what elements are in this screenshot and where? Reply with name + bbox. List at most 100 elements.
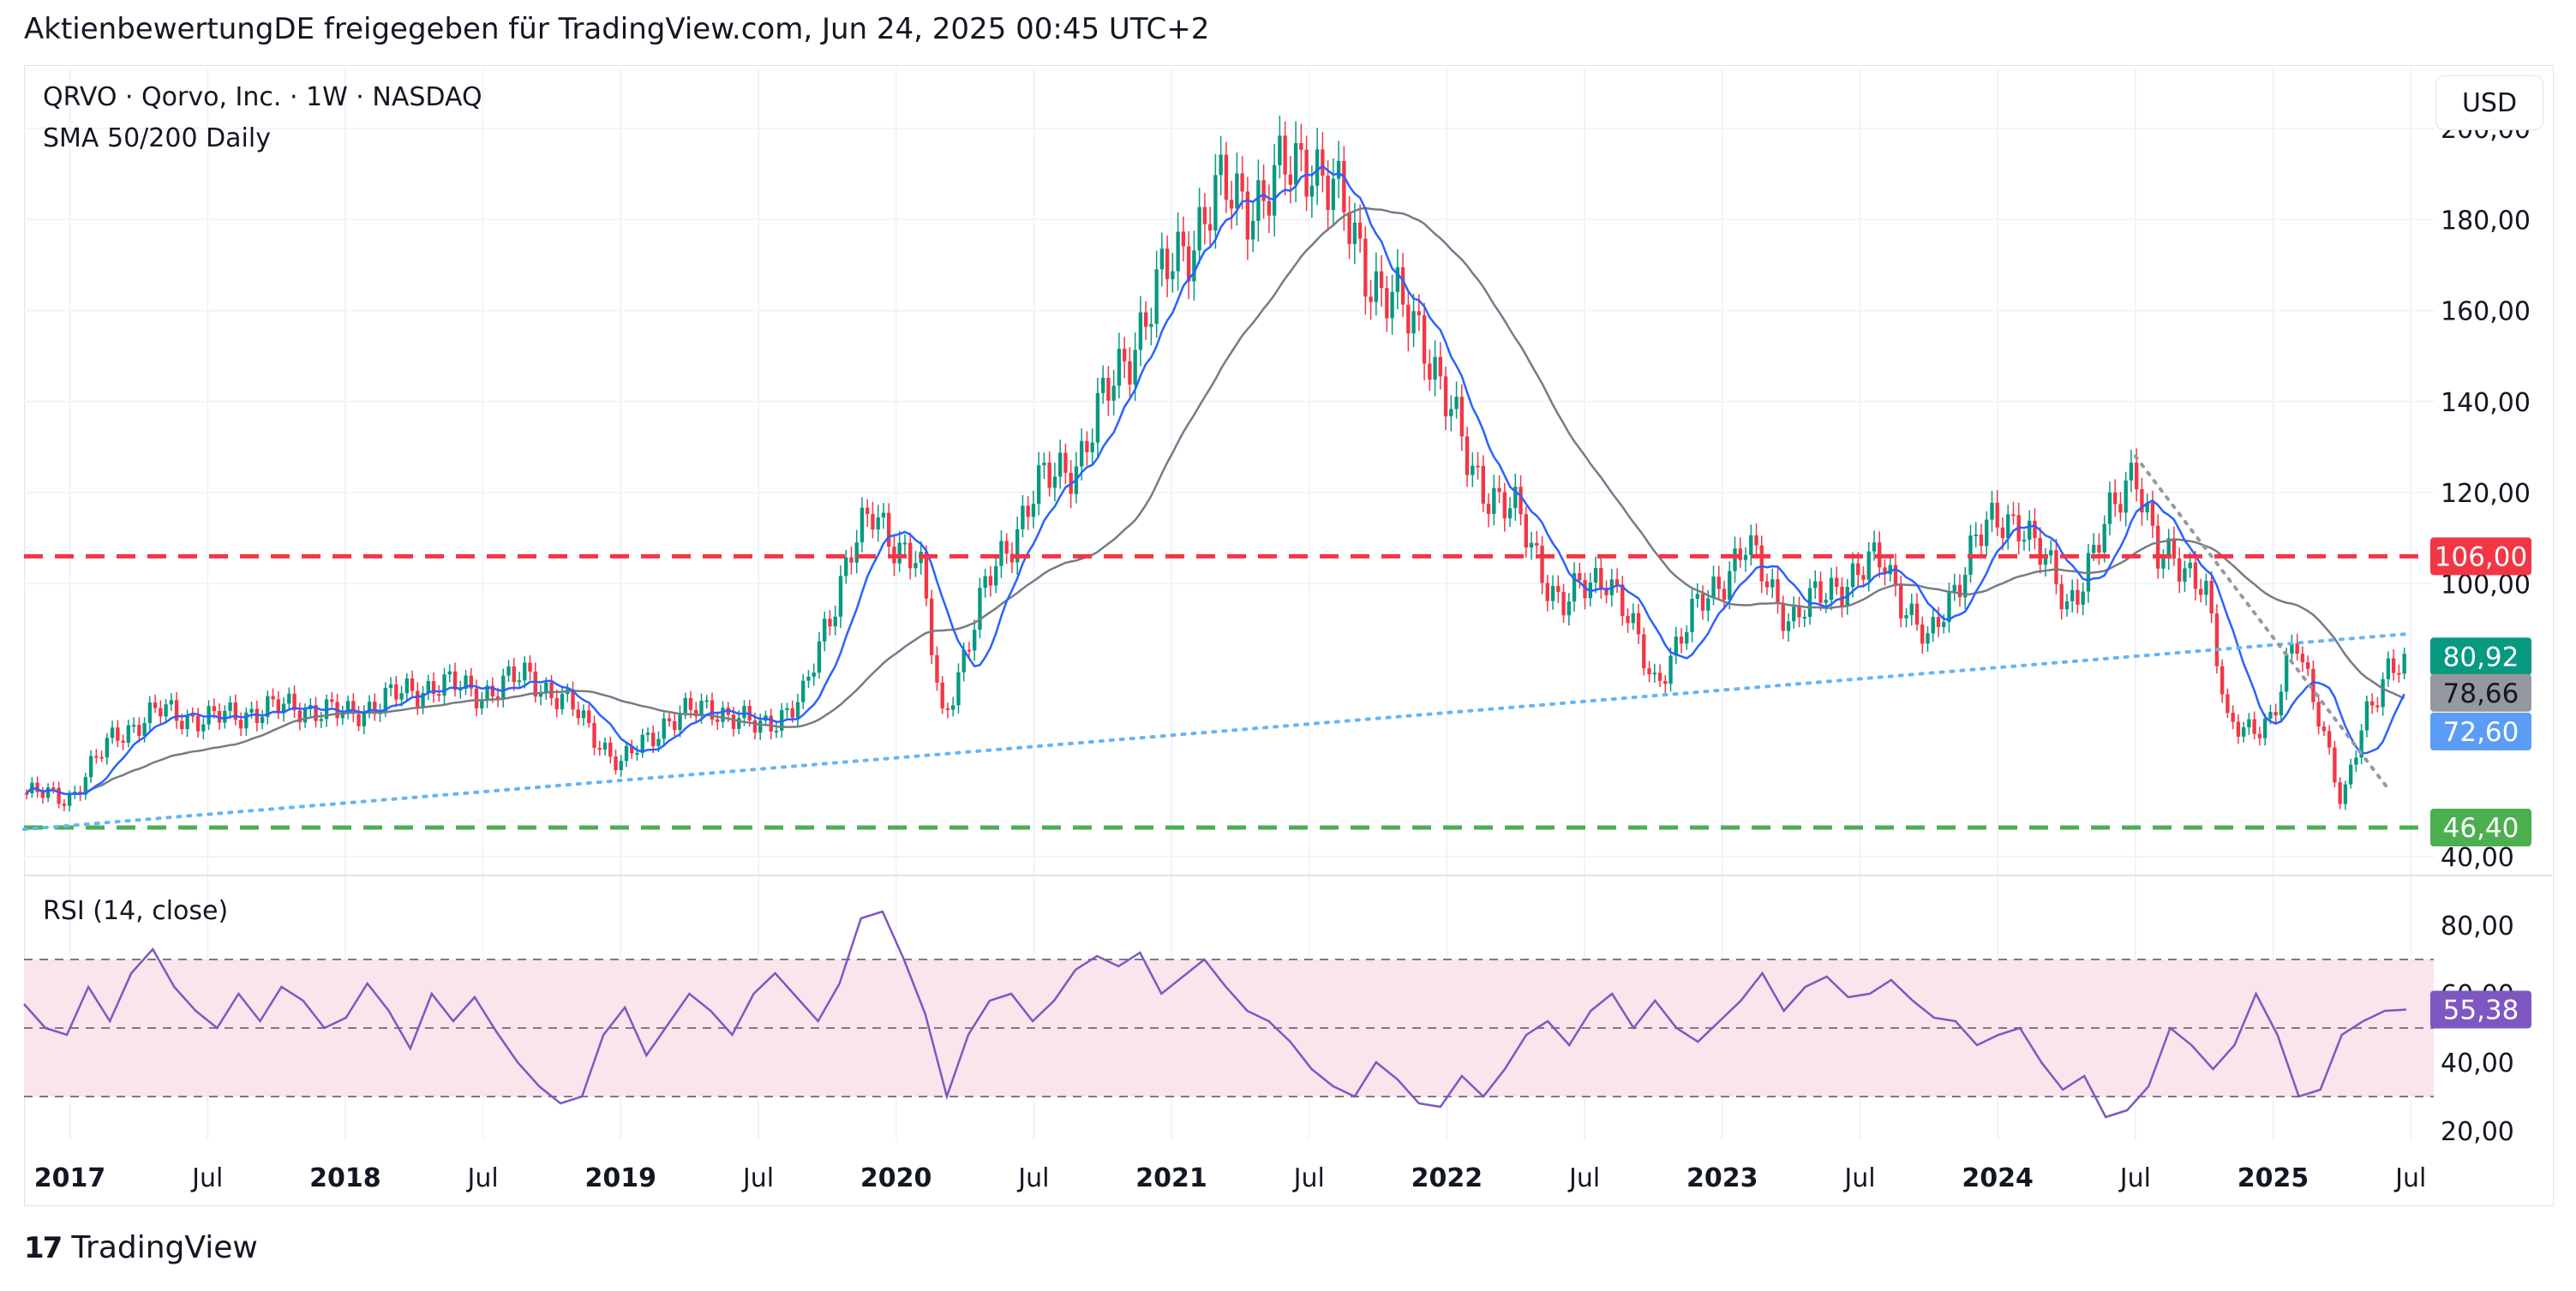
candle-body (1100, 378, 1105, 393)
candle-body (1866, 551, 1871, 580)
level-badge (2430, 537, 2531, 576)
candle-body (2321, 726, 2327, 732)
candle-body (223, 710, 227, 723)
candle-body (1261, 180, 1266, 201)
candle-body (1690, 598, 1694, 632)
time-tick-label: Jul (2118, 1163, 2151, 1193)
candle-body (1047, 463, 1051, 488)
candle-body (795, 702, 800, 718)
candle-body (935, 654, 939, 683)
candle-body (1556, 585, 1561, 593)
candle-body (517, 680, 522, 683)
candle-body (2247, 719, 2251, 727)
sma200-line (26, 206, 2405, 796)
candle-body (1614, 579, 1620, 585)
candle-body (394, 684, 398, 700)
time-tick-label: 2024 (1962, 1163, 2034, 1193)
candle-body (597, 748, 602, 750)
price-tick-label: 120,00 (2441, 479, 2531, 509)
candle-body (1331, 178, 1336, 210)
candle-body (1759, 545, 1764, 582)
candle-body (2033, 520, 2037, 539)
candle-body (330, 699, 334, 702)
candle-body (742, 705, 746, 719)
candle-body (1764, 581, 1770, 588)
candle-body (1486, 504, 1491, 514)
last-price-badge-label: 80,92 (2443, 642, 2519, 672)
candle-body (2070, 589, 2075, 601)
candle-body (1476, 465, 1480, 468)
candle-body (458, 689, 463, 691)
sma200-value-badge (2430, 673, 2531, 712)
candle-body (1417, 311, 1422, 316)
candle-body (1749, 535, 1753, 555)
candle-body (1454, 397, 1459, 409)
candle-body (2316, 702, 2321, 727)
candle-body (1657, 672, 1662, 681)
candle-body (523, 662, 527, 681)
candle-body (2022, 539, 2027, 542)
candle-body (410, 678, 415, 691)
candle-body (1840, 586, 1844, 607)
time-tick-label: Jul (741, 1163, 774, 1193)
candle-body (1154, 269, 1159, 325)
candle-body (1722, 589, 1727, 601)
candle-body (404, 678, 409, 694)
candle-body (105, 738, 110, 758)
candle-body (2359, 730, 2363, 758)
candle-body (1428, 363, 1432, 380)
candle-body (164, 704, 168, 717)
price-tick-label: 180,00 (2441, 206, 2531, 236)
candle-body (972, 630, 977, 651)
rsi-value-badge (2430, 990, 2531, 1029)
candle-body (1278, 135, 1282, 165)
candle-body (854, 542, 859, 563)
candle-body (35, 782, 39, 792)
currency-button[interactable]: USD (2435, 75, 2543, 130)
candle-body (1507, 508, 1513, 519)
candle-body (688, 697, 693, 710)
candle-body (614, 756, 618, 771)
candle-body (1893, 565, 1898, 586)
sma-indicator-legend[interactable]: SMA 50/200 Daily (43, 123, 271, 153)
candle-body (1315, 149, 1320, 186)
candle-body (1149, 324, 1153, 327)
candle-body (1235, 173, 1239, 209)
candle-body (281, 703, 286, 714)
candle-body (533, 671, 537, 697)
candle-body (1914, 603, 1920, 625)
candle-body (1776, 579, 1780, 604)
candle-body (694, 709, 698, 717)
candle-body (131, 725, 136, 727)
candle-body (2348, 764, 2353, 785)
time-tick-label: Jul (1567, 1163, 1600, 1193)
symbol-legend[interactable]: QRVO · Qorvo, Inc. · 1W · NASDAQ (43, 82, 482, 112)
candle-body (2290, 643, 2294, 654)
candle-body (1213, 175, 1218, 231)
candle-body (185, 714, 189, 730)
candle-body (88, 756, 93, 778)
candle-body (2183, 568, 2187, 583)
candle-body (207, 706, 211, 725)
candle-body (303, 708, 308, 723)
candle-body (1550, 585, 1555, 601)
candle-body (1990, 502, 1994, 520)
candle-body (967, 649, 972, 652)
candle-body (1519, 487, 1523, 515)
rsi-legend[interactable]: RSI (14, close) (43, 896, 229, 926)
candle-body (2273, 712, 2278, 716)
candle-body (1256, 180, 1261, 221)
candle-body (881, 512, 886, 517)
candle-body (266, 696, 270, 717)
time-tick-label: Jul (1292, 1163, 1325, 1193)
candle-body (2209, 581, 2214, 614)
candle-body (1604, 588, 1609, 595)
candle-body (2333, 747, 2337, 783)
candle-body (2011, 514, 2016, 517)
candle-body (908, 542, 913, 569)
time-tick-label: 2023 (1686, 1163, 1758, 1193)
candle-body (287, 693, 291, 704)
candle-body (1781, 603, 1785, 631)
candle-body (271, 696, 275, 700)
